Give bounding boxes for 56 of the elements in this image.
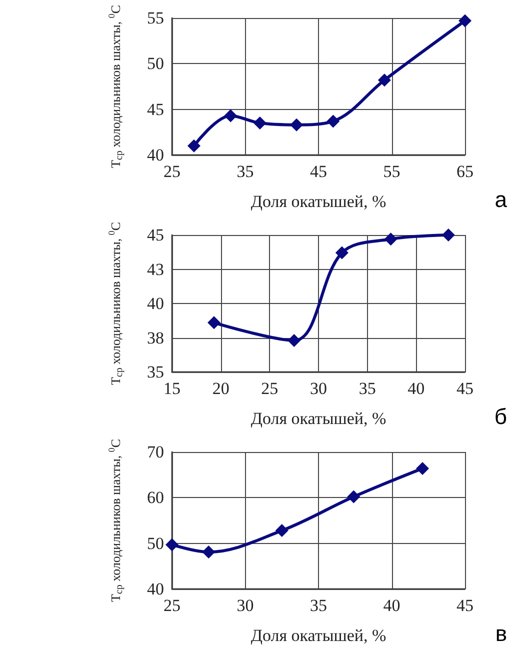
point <box>335 246 348 260</box>
x-tick-label: 45 <box>456 596 474 615</box>
y-tick-label: 45 <box>147 226 164 244</box>
y-axis-title: Tср холодильников шахты, 0C <box>106 438 125 602</box>
x-tick-label: 25 <box>164 162 180 181</box>
point <box>442 228 455 242</box>
x-tick-label: 55 <box>383 162 400 181</box>
point <box>326 114 340 128</box>
y-axis-title: Tср холодильников шахты, 0C <box>106 4 125 168</box>
x-tick-label: 20 <box>212 379 230 398</box>
y-tick-label: 70 <box>147 442 164 462</box>
point <box>384 232 398 246</box>
point <box>288 334 301 347</box>
point <box>207 316 220 330</box>
y-axis-title: Tср холодильников шахты, 0C <box>106 222 125 386</box>
x-axis-title: Доля окатышей, % <box>250 192 386 211</box>
x-tick-label: 35 <box>358 379 376 398</box>
x-tick-label: 35 <box>310 596 327 615</box>
point <box>202 546 216 559</box>
point <box>253 116 266 130</box>
text: в <box>495 621 507 647</box>
x-tick-label: 35 <box>236 162 254 181</box>
point <box>378 74 391 87</box>
point <box>290 118 304 132</box>
point <box>166 538 178 552</box>
y-tick-label: 35 <box>147 362 164 382</box>
point <box>187 139 200 152</box>
y-tick-label: 60 <box>147 488 164 508</box>
x-tick-label: 25 <box>164 596 180 615</box>
y-tick-label: 38 <box>147 328 164 348</box>
x-tick-label: 25 <box>261 379 278 398</box>
x-tick-label: 45 <box>310 162 327 181</box>
x-tick-label: 40 <box>408 379 425 398</box>
text: а <box>494 187 507 213</box>
y-tick-label: 40 <box>147 580 164 598</box>
y-tick-label: 43 <box>147 260 164 279</box>
x-tick-label: 30 <box>310 379 327 398</box>
point <box>347 490 360 504</box>
point <box>458 14 472 28</box>
y-tick-label: 50 <box>147 534 164 553</box>
y-tick-label: 40 <box>147 146 164 164</box>
text: б <box>494 404 507 430</box>
y-tick-label: 40 <box>147 294 164 313</box>
point <box>275 524 288 538</box>
x-tick-label: 30 <box>236 596 254 615</box>
x-tick-label: 65 <box>456 162 474 181</box>
point <box>416 462 430 475</box>
x-tick-label: 45 <box>456 379 474 398</box>
y-tick-label: 45 <box>147 100 164 119</box>
x-tick-label: 15 <box>164 379 180 398</box>
x-axis-title: Доля окатышей, % <box>250 409 386 428</box>
y-tick-label: 55 <box>147 8 164 28</box>
x-tick-label: 40 <box>383 596 400 615</box>
point <box>224 109 238 122</box>
x-axis-title: Доля окатышей, % <box>250 626 386 645</box>
y-tick-label: 50 <box>147 54 164 74</box>
